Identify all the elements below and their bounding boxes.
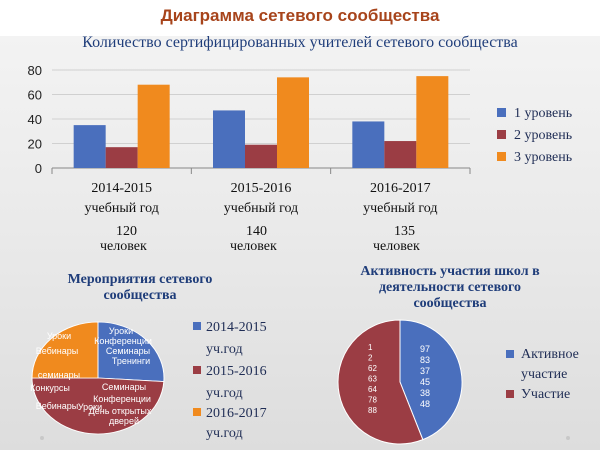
activity-slice-2 [337, 319, 424, 445]
events-legend-label: 2016-2017 [206, 406, 267, 421]
activity-slice-1 [399, 319, 463, 441]
events-slice-label: Вебинары [36, 346, 79, 356]
events-slice-label: Уроки [47, 331, 71, 341]
legend-label: 1 уровень [514, 106, 572, 121]
events-slice-label: Конференции [93, 394, 151, 404]
bar-3-1 [137, 84, 170, 168]
activity-slice-label: 88 [368, 406, 377, 415]
legend-label: 2 уровень [514, 128, 572, 143]
events-pie-title-line1: Мероприятия сетевого [67, 272, 213, 287]
events-pie-title: Мероприятия сетевого сообщества [40, 272, 240, 304]
activity-pie-title: Активность участия школ в деятельности с… [320, 264, 580, 312]
category-label: 2016-2017 [370, 181, 431, 196]
total-2016: 135 человек [373, 224, 420, 254]
events-legend-swatch [193, 322, 201, 330]
category-label: учебный год [363, 201, 437, 216]
bar-3-3 [416, 76, 449, 168]
events-slice-label: Тренинги [112, 356, 150, 366]
events-slice-label: дверей [109, 416, 139, 426]
total-2015-unit: человек [230, 239, 277, 254]
events-legend-label: уч.год [206, 386, 243, 401]
category-label: 2015-2016 [231, 181, 292, 196]
y-tick-label: 80 [28, 63, 42, 78]
events-slice-label: Конкурсы [30, 383, 70, 393]
decor-dot [566, 436, 570, 440]
total-2015: 140 человек [230, 224, 277, 254]
category-label: 2014-2015 [91, 181, 152, 196]
events-legend-swatch [193, 366, 201, 374]
activity-pie-title-line3: сообщества [413, 296, 487, 311]
activity-slice-label: 2 [368, 354, 373, 363]
activity-slice-label: 83 [420, 355, 430, 365]
activity-slice-label: 45 [420, 377, 430, 387]
activity-slice-label: 38 [420, 388, 430, 398]
legend-label: 3 уровень [514, 150, 572, 165]
y-tick-label: 0 [35, 161, 42, 176]
bar-1-1 [73, 125, 106, 168]
events-legend-label: уч.год [206, 342, 243, 357]
category-label: учебный год [224, 201, 298, 216]
bar-3-2 [277, 77, 309, 168]
activity-legend-label: Активное [521, 347, 579, 362]
events-slice-3 [31, 321, 99, 379]
total-2016-number: 135 [394, 224, 415, 239]
events-slice-label: Семинары [102, 382, 146, 392]
events-slice-label: Вебинары [36, 401, 79, 411]
legend-swatch [497, 130, 506, 139]
events-legend-label: 2014-2015 [206, 320, 267, 335]
bar-1-3 [352, 121, 385, 168]
category-label: учебный год [84, 201, 158, 216]
activity-slice-label: 64 [368, 385, 377, 394]
activity-legend-swatch [506, 390, 514, 398]
activity-slice-label: 63 [368, 375, 377, 384]
events-pie [31, 321, 165, 435]
events-slice-1 [97, 321, 165, 382]
bar-2-1 [105, 147, 138, 168]
events-legend-label: уч.год [206, 426, 243, 441]
events-slice-label: Семинары [106, 346, 150, 356]
bar-1-2 [213, 110, 245, 168]
events-slice-label: Конференции [94, 336, 152, 346]
activity-slice-label: 1 [368, 343, 373, 352]
events-slice-label: Уроки [78, 402, 102, 412]
total-2014-unit: человек [100, 239, 147, 254]
events-slice-2 [31, 377, 165, 435]
bar-chart-title: Количество сертифицированных учителей се… [82, 34, 518, 51]
bar-2-3 [384, 141, 417, 168]
total-2016-unit: человек [373, 239, 420, 254]
events-slice-label: Уроки [109, 326, 133, 336]
activity-slice-label: 78 [368, 396, 377, 405]
activity-legend-swatch [506, 350, 514, 358]
events-legend-swatch [193, 408, 201, 416]
activity-pie-title-line2: деятельности сетевого [378, 280, 522, 295]
activity-slice-label: 62 [368, 364, 377, 373]
activity-legend-label: Участие [521, 387, 570, 402]
activity-slice-label: 37 [420, 366, 430, 376]
total-2014-number: 120 [116, 224, 137, 239]
events-legend-label: 2015-2016 [206, 364, 267, 379]
activity-slice-label: 48 [420, 399, 430, 409]
events-slice-label: семинары [38, 370, 80, 380]
bar-2-2 [245, 144, 277, 168]
decor-dot [40, 436, 44, 440]
legend-swatch [497, 108, 506, 117]
y-tick-label: 40 [28, 112, 42, 127]
legend-swatch [497, 152, 506, 161]
y-tick-label: 60 [28, 88, 42, 103]
total-2015-number: 140 [246, 224, 267, 239]
slide-title: Диаграмма сетевого сообщества [160, 6, 440, 25]
activity-legend-label: участие [521, 367, 567, 382]
total-2014: 120 человек [100, 224, 147, 254]
activity-pie-title-line1: Активность участия школ в [360, 264, 540, 279]
events-slice-label: День открытых [89, 406, 152, 416]
y-tick-label: 20 [28, 137, 42, 152]
activity-slice-label: 97 [420, 344, 430, 354]
events-pie-title-line2: сообщества [103, 288, 177, 303]
